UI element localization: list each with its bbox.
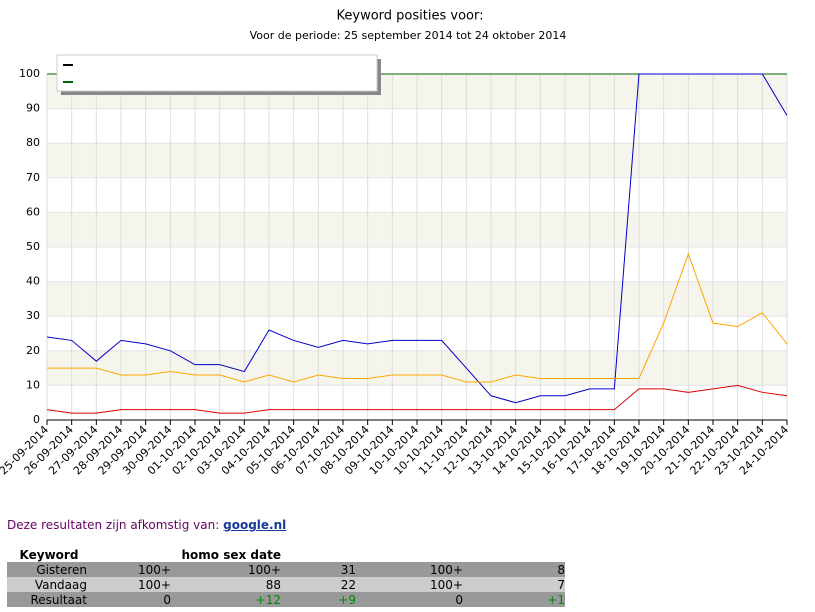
chart-subtitle: Voor de periode: 25 september 2014 tot 2… <box>250 29 567 42</box>
table-cell: +12 <box>255 592 281 607</box>
header-cell <box>87 547 171 562</box>
table-cell: 22 <box>340 577 356 592</box>
header-cell: Keyword <box>19 547 79 562</box>
y-tick-label: 90 <box>26 102 40 115</box>
table-cell: 0 <box>455 592 463 607</box>
results-table: Keyword homo sex date Gisteren 100+ 100+ 31… <box>7 547 565 607</box>
y-tick-label: 100 <box>19 67 40 80</box>
row-label: Resultaat <box>30 592 88 607</box>
source-text: Deze resultaten zijn afkomstig van: <box>7 518 220 532</box>
series-line <box>47 252 788 383</box>
source-link[interactable]: google.nl <box>223 518 287 532</box>
table-cell: 0 <box>163 592 171 607</box>
table-row: Vandaag 100+ 88 22 100+ 7 <box>7 577 565 592</box>
chart: Keyword posities voor: Voor de periode: … <box>0 9 791 478</box>
table-cell: 100+ <box>430 577 463 592</box>
table-cell: 8 <box>557 562 565 577</box>
header-cell <box>356 547 463 562</box>
table-cell: 100+ <box>248 562 281 577</box>
row-label: Vandaag <box>34 577 87 592</box>
series-line <box>46 73 788 404</box>
y-tick-label: 10 <box>26 378 40 391</box>
y-tick-label: 60 <box>26 205 40 218</box>
y-tick-label: 50 <box>26 240 40 253</box>
row-label: Gisteren <box>36 562 87 577</box>
source: Deze resultaten zijn afkomstig van: goog… <box>7 518 286 532</box>
table-cell: 100+ <box>430 562 463 577</box>
table-cell: +1 <box>547 592 565 607</box>
y-tick-label: 30 <box>26 309 40 322</box>
table-cell: 7 <box>557 577 565 592</box>
header-row: Keyword homo sex date <box>7 547 565 562</box>
y-tick-label: 40 <box>26 275 40 288</box>
table-cell: 88 <box>265 577 281 592</box>
y-tick-label: 70 <box>26 171 40 184</box>
chart-title: Keyword posities voor: <box>337 9 484 24</box>
header-cell: homo sex date <box>181 547 281 562</box>
table-row: Gisteren 100+ 100+ 31 100+ 8 <box>7 562 565 577</box>
y-tick-label: 20 <box>26 344 40 357</box>
series-line <box>46 384 788 414</box>
table-cell: 100+ <box>138 577 171 592</box>
y-tick-label: 80 <box>26 136 40 149</box>
table-row: Resultaat 0 +12 +9 0 +1 <box>7 592 565 607</box>
legend <box>56 54 378 92</box>
header-cell <box>281 547 356 562</box>
table-cell: +9 <box>338 592 356 607</box>
table-cell: 100+ <box>138 562 171 577</box>
table-cell: 31 <box>340 562 356 577</box>
header-cell <box>463 547 565 562</box>
y-tick-label: 0 <box>33 413 40 426</box>
